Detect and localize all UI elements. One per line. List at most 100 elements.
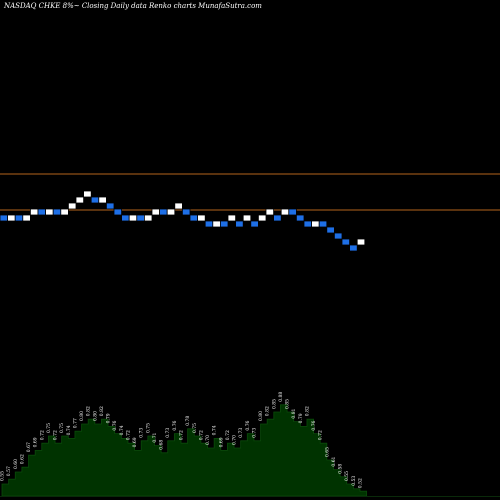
volume-data-label: 0.74 — [212, 425, 218, 435]
renko-brick-down — [181, 208, 191, 216]
volume-data-label: 0.70 — [205, 435, 211, 445]
volume-data-label: 0.73 — [251, 428, 257, 438]
renko-brick-up — [280, 208, 290, 216]
volume-data-label: 0.80 — [92, 411, 98, 421]
renko-brick-up — [356, 238, 366, 246]
volume-data-label: 0.77 — [72, 418, 78, 428]
volume-data-label: 0.75 — [145, 423, 151, 433]
renko-brick-up — [265, 208, 274, 216]
renko-brick-down — [219, 220, 229, 228]
volume-data-label: 0.79 — [106, 413, 112, 423]
volume-data-label: 0.61 — [331, 456, 337, 466]
renko-brick-up — [60, 208, 69, 216]
volume-data-label: 0.80 — [79, 411, 85, 421]
volume-data-label: 0.82 — [86, 406, 92, 416]
volume-data-label: 0.75 — [192, 423, 198, 433]
renko-brick-up — [227, 214, 236, 222]
volume-data-label: 0.74 — [119, 425, 125, 435]
renko-brick-down — [121, 214, 130, 222]
renko-brick-down — [349, 244, 358, 252]
volume-data-label: 0.85 — [271, 399, 277, 409]
volume-data-label: 0.72 — [198, 430, 204, 440]
volume-area: 0.55 0.570.60 0.620.67 0.690.720.750.720.75… — [0, 392, 500, 497]
renko-brick-up — [68, 202, 77, 210]
volume-data-label: 0.78 — [185, 416, 191, 426]
volume-data-label: 0.82 — [265, 406, 271, 416]
renko-brick-up — [212, 220, 221, 228]
renko-brick-down — [37, 208, 46, 216]
volume-data-label: 0.58 — [338, 464, 344, 474]
renko-brick-down — [106, 202, 115, 210]
volume-data-label: 0.85 — [285, 399, 291, 409]
volume-data-label: 0.80 — [258, 411, 264, 421]
volume-data-label: 0.70 — [232, 435, 238, 445]
volume-data-label: 0.72 — [125, 430, 131, 440]
renko-brick-down — [288, 208, 297, 216]
volume-data-label: 0.55 — [344, 471, 350, 481]
volume-data-label: 0.69 — [132, 437, 138, 447]
volume-data-label: 0.72 — [225, 430, 231, 440]
volume-data-label: 0.55 — [0, 471, 6, 481]
volume-data-label: 0.75 — [59, 423, 65, 433]
volume-data-label: 0.76 — [172, 420, 178, 430]
volume-data-label: 0.76 — [112, 420, 118, 430]
renko-brick-up — [7, 214, 16, 222]
renko-bricks — [0, 190, 366, 252]
volume-data-label: 0.82 — [304, 406, 310, 416]
volume-data-label: 0.88 — [278, 392, 284, 402]
renko-brick-down — [52, 208, 62, 216]
renko-brick-up — [143, 214, 153, 222]
renko-brick-up — [197, 214, 206, 222]
reference-lines — [0, 173, 500, 211]
volume-data-label: 0.76 — [311, 420, 317, 430]
volume-area-path — [1, 404, 368, 497]
renko-brick-up — [22, 214, 31, 222]
volume-data-label: 0.60 — [13, 459, 19, 469]
volume-data-label: 0.67 — [26, 442, 32, 452]
volume-data-label: 0.75 — [46, 423, 52, 433]
renko-brick-up — [311, 220, 320, 228]
renko-brick-down — [318, 220, 328, 228]
volume-data-label: 0.65 — [324, 447, 330, 457]
renko-brick-down — [295, 214, 305, 222]
renko-brick-up — [151, 208, 160, 216]
renko-brick-down — [14, 214, 24, 222]
volume-data-label: 0.72 — [53, 430, 59, 440]
renko-brick-down — [250, 220, 259, 228]
renko-brick-down — [90, 196, 100, 204]
volume-data-label: 0.73 — [165, 428, 171, 438]
chart-caption: NASDAQ CHKE 8%~ Closing Daily data Renko… — [3, 2, 262, 10]
volume-data-label: 0.72 — [39, 430, 45, 440]
renko-brick-down — [204, 220, 214, 228]
renko-brick-down — [136, 214, 145, 222]
renko-brick-down — [189, 214, 198, 222]
volume-data-label: 0.74 — [66, 425, 72, 435]
renko-brick-up — [242, 214, 252, 222]
renko-brick-down — [0, 214, 8, 222]
renko-brick-down — [341, 238, 350, 246]
renko-brick-up — [257, 214, 267, 222]
renko-brick-down — [159, 208, 168, 216]
volume-data-label: 0.76 — [245, 420, 251, 430]
volume-data-label: 0.79 — [298, 413, 304, 423]
renko-brick-up — [166, 208, 176, 216]
volume-data-label: 0.62 — [19, 454, 25, 464]
renko-brick-down — [303, 220, 312, 228]
renko-brick-up — [128, 214, 138, 222]
renko-brick-up — [174, 202, 183, 210]
volume-data-label: 0.57 — [6, 466, 12, 476]
volume-data-label: 0.73 — [238, 428, 244, 438]
volume-data-label: 0.81 — [291, 408, 297, 418]
volume-data-label: 0.73 — [139, 428, 145, 438]
volume-data-label: 0.69 — [33, 437, 39, 447]
volume-data-label: 0.72 — [318, 430, 324, 440]
volume-data-label: 0.53 — [351, 476, 357, 486]
volume-data-label: 0.68 — [159, 440, 165, 450]
renko-brick-down — [333, 232, 343, 240]
renko-brick-down — [235, 220, 244, 228]
volume-data-label: 0.82 — [99, 406, 105, 416]
renko-brick-up — [29, 208, 39, 216]
renko-brick-down — [326, 226, 335, 234]
